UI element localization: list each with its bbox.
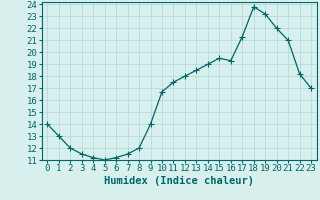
X-axis label: Humidex (Indice chaleur): Humidex (Indice chaleur) <box>104 176 254 186</box>
